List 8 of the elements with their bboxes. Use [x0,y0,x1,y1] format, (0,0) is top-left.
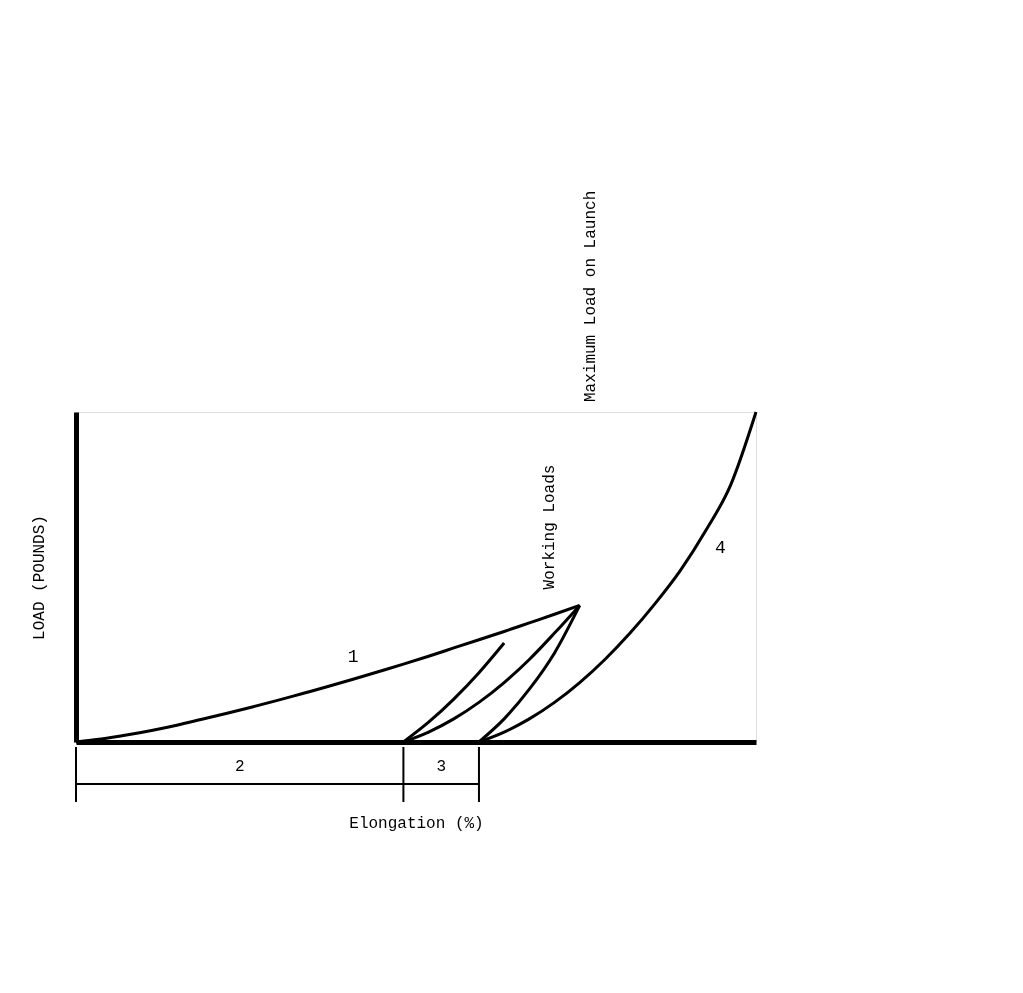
x-axis-title: Elongation (%) [349,814,484,833]
series-label: 1 [347,647,359,668]
y-axis-title: LOAD (POUNDS) [30,515,49,640]
text: 2 [234,758,245,776]
text: 3 [436,758,446,776]
text: Maximum Load on Launch [581,190,600,402]
annotation: Working Loads [541,464,560,590]
series-label: 4 [715,538,726,559]
